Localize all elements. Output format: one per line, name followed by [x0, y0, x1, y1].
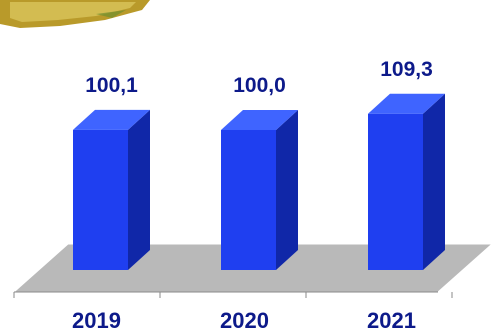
- bar-front-2020: [221, 130, 276, 270]
- x-axis-label-2020: 2020: [220, 308, 269, 333]
- bar-top-2019: [73, 109, 150, 130]
- bar-side-2020: [276, 110, 298, 270]
- bar-2021: [368, 93, 445, 270]
- bar-top-2021: [368, 93, 445, 114]
- data-label-2020: 100,0: [233, 74, 286, 97]
- data-label-2021: 109,3: [380, 57, 433, 81]
- corner-decorative-image: [0, 0, 150, 28]
- bar-side-2019: [128, 109, 150, 270]
- bar-side-2021: [423, 93, 445, 270]
- bar-2019: [73, 109, 150, 270]
- data-label-2019: 100,1: [85, 73, 138, 97]
- bar-front-2021: [368, 113, 423, 270]
- bar-top-2020: [221, 110, 298, 130]
- bar-2020: [221, 110, 298, 270]
- x-axis-label-2021: 2021: [367, 308, 416, 333]
- bars-group: [73, 93, 445, 270]
- bar-front-2019: [73, 129, 128, 270]
- x-axis-label-2019: 2019: [72, 308, 121, 333]
